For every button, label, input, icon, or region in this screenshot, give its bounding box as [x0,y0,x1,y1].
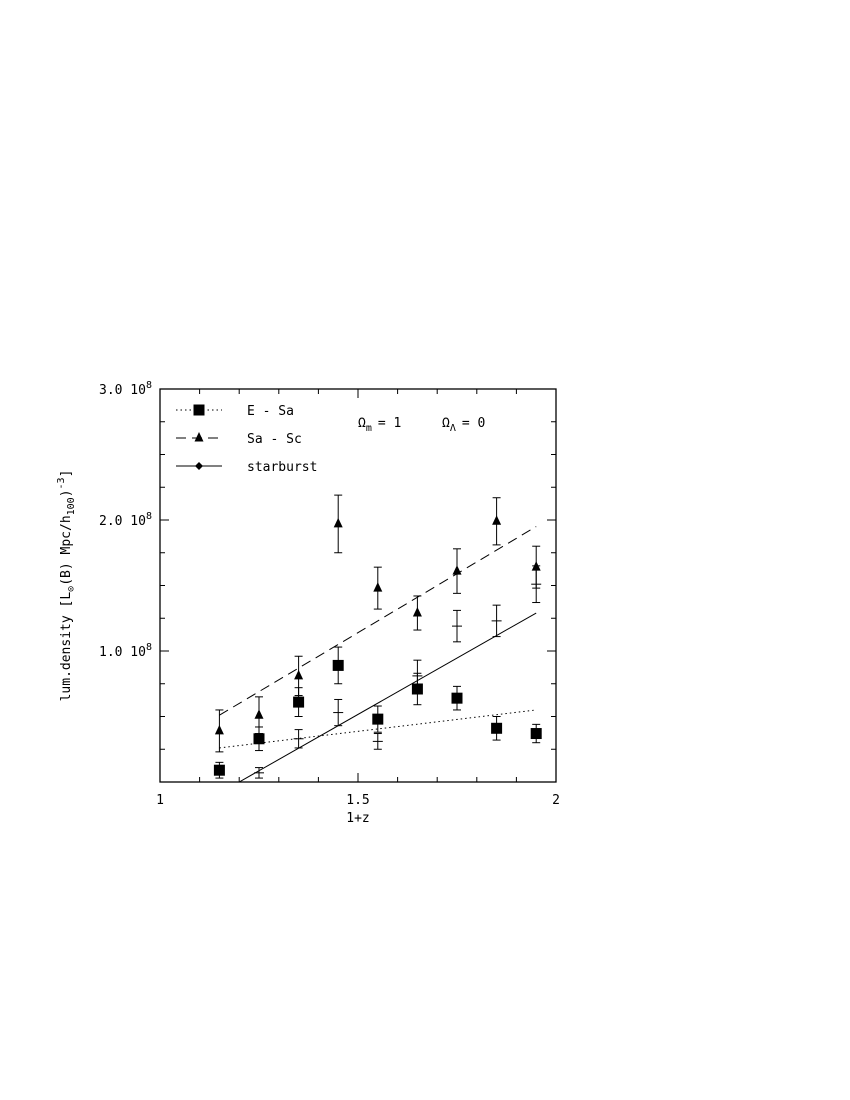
series-sa-sc [214,494,541,753]
y-tick-label-base: 2.0 10 [99,514,146,529]
data-point [293,696,305,708]
data-point [253,733,265,745]
omega-m-annotation: Ωm = 1 [358,416,401,434]
y-tick-label: 3.0 108 [99,380,152,398]
x-axis-label: 1+z [346,811,369,826]
y-axis-label: lum.density [L⊙(B) Mpc/h100)-3] [56,470,77,702]
legend: E - Sa Sa - Sc starburst [176,404,317,475]
y-axis-label-close: ] [59,470,74,478]
fit-line [219,709,537,749]
data-point [412,607,422,617]
fit-line [238,612,537,782]
omega-m-symbol: Ω [358,416,366,431]
y-tick-label: 1.0 108 [99,642,152,660]
data-point [294,669,304,680]
y-tick-label-exp: 8 [146,511,152,522]
x-tick-label: 1.5 [346,793,369,808]
omega-lambda-symbol: Ω [442,416,450,431]
legend-label: E - Sa [247,404,294,419]
y-tick-label-exp: 8 [146,642,152,653]
y-axis-label-sun-sub: ⊙ [66,586,77,592]
y-axis-label-suffix: ) [59,489,74,497]
omega-m-value: = 1 [378,416,401,431]
legend-marker [194,432,204,442]
fit-line [219,526,537,716]
data-point [214,724,224,735]
y-tick-label-base: 3.0 10 [99,383,146,398]
y-axis-label-prefix: lum.density [L [59,592,74,702]
omega-lambda-annotation: ΩΛ = 0 [442,416,485,434]
legend-label: Sa - Sc [247,432,302,447]
data-point [451,692,463,704]
omega-lambda-subscript: Λ [450,423,456,434]
data-point [530,728,542,740]
data-point [333,517,343,528]
y-tick-label-base: 1.0 10 [99,645,146,660]
omega-m-subscript: m [366,423,372,434]
y-axis-label-exp: -3 [56,477,67,489]
series-starburst [238,565,542,782]
legend-marker [193,404,205,416]
omega-lambda-value: = 0 [462,416,485,431]
y-axis-label-h-sub: 100 [66,497,77,515]
legend-label: starburst [247,460,317,475]
data-point [372,713,384,725]
x-tick-label: 2 [552,793,560,808]
data-point [373,582,383,592]
data-point [254,709,264,719]
data-point [452,565,462,575]
data-point [492,515,502,525]
x-tick-label: 1 [156,793,164,808]
data-point [213,764,225,776]
y-axis-label-mid: (B) Mpc/h [59,515,74,585]
data-point [332,659,344,671]
y-tick-label-exp: 8 [146,380,152,391]
legend-marker [195,462,203,470]
series-e-sa [213,646,542,779]
y-tick-label: 2.0 108 [99,511,152,529]
data-point [491,722,503,734]
